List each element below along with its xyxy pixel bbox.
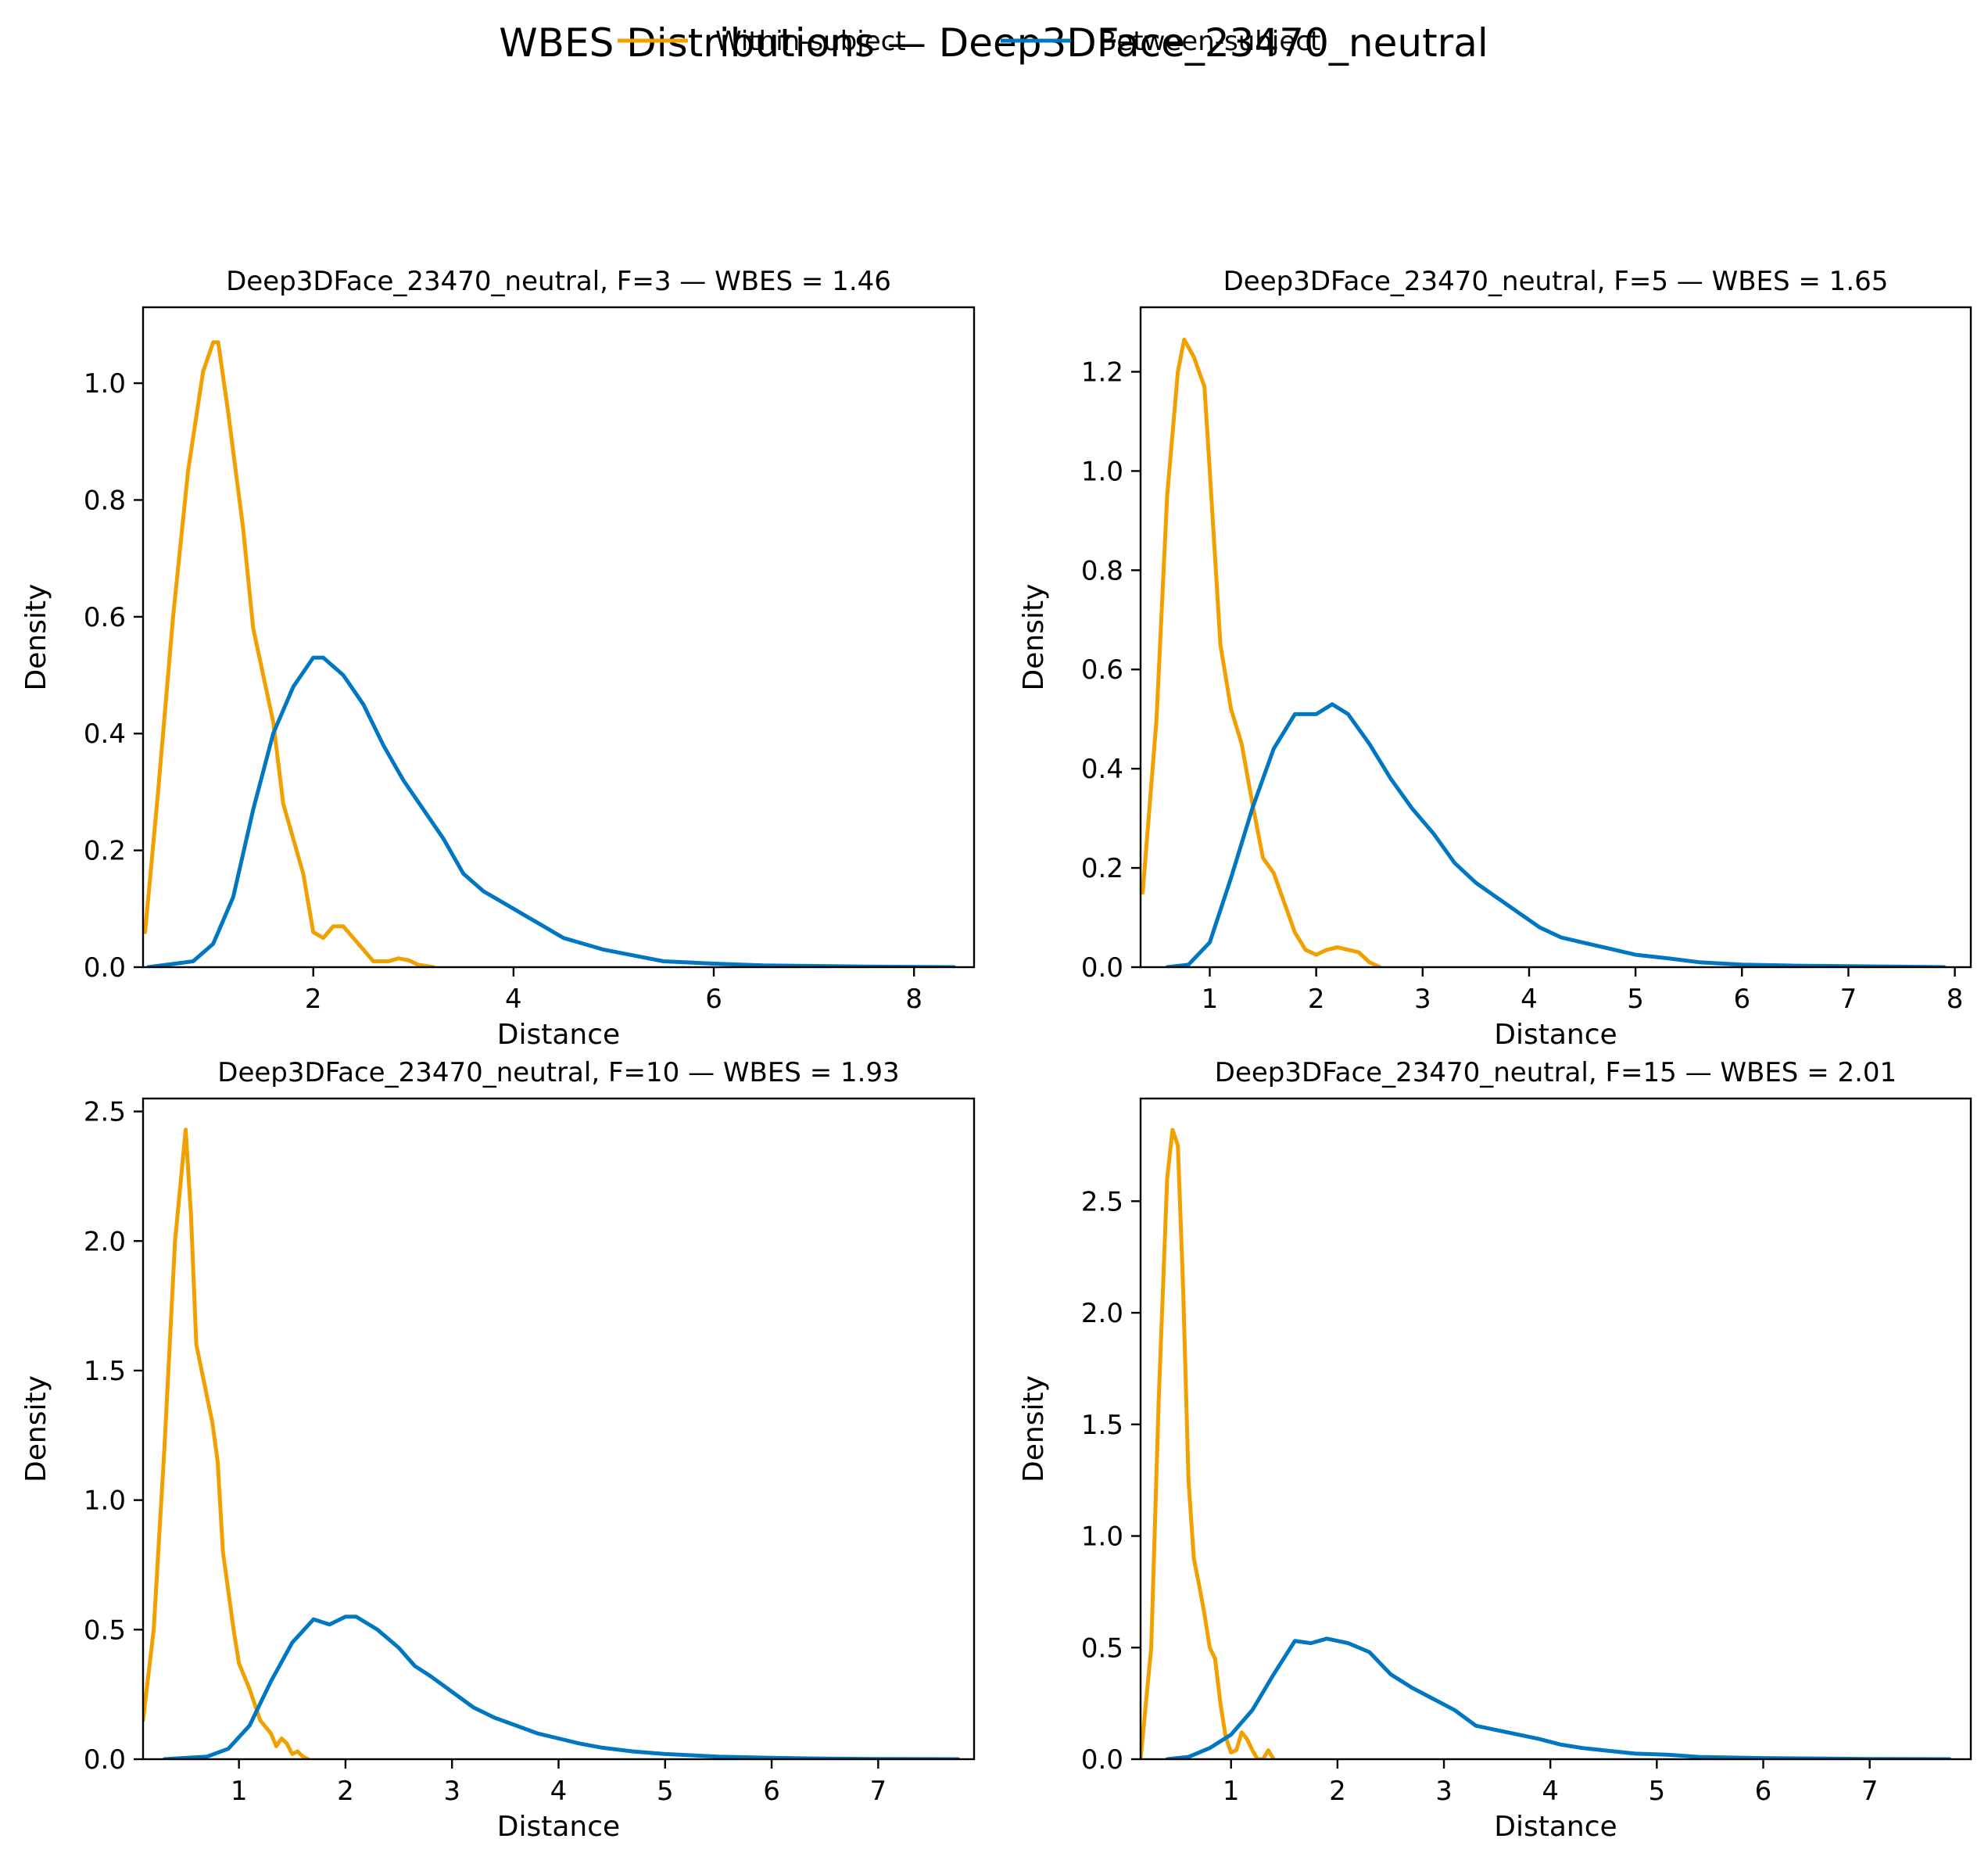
subplot-title: Deep3DFace_23470_neutral, F=3 — WBES = 1… [226,266,891,297]
x-tick-label: 8 [905,984,922,1015]
y-tick-label: 0.6 [84,602,126,633]
x-tick-label: 6 [705,984,722,1015]
series-line-between-subject [1165,702,1947,967]
y-tick-label: 1.5 [1081,1410,1123,1441]
y-tick-label: 1.0 [1081,456,1123,487]
y-tick-label: 1.0 [84,1486,126,1517]
y-tick-label: 2.0 [1081,1298,1123,1329]
series-line-between-subject [162,1615,961,1759]
x-tick-label: 8 [1947,984,1964,1015]
x-axis-label: Distance [1494,1019,1617,1051]
y-tick-label: 0.5 [1081,1633,1123,1664]
subplot-title: Deep3DFace_23470_neutral, F=15 — WBES = … [1215,1057,1897,1088]
y-axis-label: Density [1018,1375,1050,1482]
figure-title: WBES Distributions — Deep3DFace_23470_ne… [499,20,1488,66]
x-tick-label: 2 [1308,984,1325,1015]
y-tick-label: 0.0 [84,1744,126,1776]
x-tick-label: 5 [1649,1776,1666,1807]
plot-frame [1139,306,1972,969]
y-tick-label: 2.5 [84,1097,126,1128]
y-tick-label: 2.0 [84,1226,126,1257]
x-tick-label: 3 [1414,984,1431,1015]
y-tick-label: 0.2 [84,836,126,867]
legend-label-within: Within-subject [715,26,906,57]
x-tick-label: 4 [1521,984,1538,1015]
x-tick-label: 4 [1542,1776,1559,1807]
subplot-1: Deep3DFace_23470_neutral, F=3 — WBES = 1… [20,266,976,1051]
x-tick-label: 7 [1861,1776,1879,1807]
plot-frame [1139,1097,1972,1761]
x-tick-label: 4 [505,984,522,1015]
plot-frame [141,306,976,969]
x-tick-label: 7 [870,1776,887,1807]
x-tick-label: 3 [443,1776,460,1807]
y-tick-label: 0.0 [84,952,126,984]
y-axis-label: Density [1018,584,1050,691]
y-tick-label: 1.2 [1081,357,1123,388]
series-line-between-subject [145,655,956,967]
x-tick-label: 4 [550,1776,568,1807]
y-tick-label: 1.5 [84,1356,126,1387]
x-tick-label: 6 [1733,984,1750,1015]
y-axis-label: Density [20,1375,52,1482]
legend-label-between: Between-subject [1098,26,1320,57]
subplot-2: Deep3DFace_23470_neutral, F=5 — WBES = 1… [1018,266,1972,1051]
series-line-between-subject [1165,1636,1952,1759]
x-tick-label: 6 [1755,1776,1772,1807]
x-tick-label: 5 [1627,984,1644,1015]
series-line-within-subject [143,1127,310,1759]
subplot-3: Deep3DFace_23470_neutral, F=10 — WBES = … [20,1057,976,1843]
x-tick-label: 5 [657,1776,674,1807]
subplots: Deep3DFace_23470_neutral, F=3 — WBES = 1… [20,266,1972,1843]
y-tick-label: 0.0 [1081,952,1123,984]
x-tick-label: 6 [763,1776,780,1807]
plot-frame [141,1097,976,1761]
x-axis-label: Distance [1494,1811,1617,1843]
subplot-title: Deep3DFace_23470_neutral, F=5 — WBES = 1… [1223,266,1889,297]
x-axis-label: Distance [497,1019,620,1051]
y-tick-label: 0.4 [1081,754,1123,785]
y-tick-label: 1.0 [1081,1522,1123,1553]
y-tick-label: 0.5 [84,1615,126,1646]
x-tick-label: 1 [231,1776,248,1807]
y-tick-label: 0.6 [1081,654,1123,686]
y-tick-label: 2.5 [1081,1186,1123,1217]
series-line-within-subject [1141,1127,1276,1759]
y-axis-label: Density [20,584,52,691]
x-tick-label: 2 [305,984,322,1015]
subplot-4: Deep3DFace_23470_neutral, F=15 — WBES = … [1018,1057,1972,1843]
x-tick-label: 1 [1202,984,1219,1015]
y-tick-label: 0.4 [84,719,126,750]
x-tick-label: 2 [337,1776,354,1807]
subplot-title: Deep3DFace_23470_neutral, F=10 — WBES = … [217,1057,899,1088]
x-tick-label: 2 [1329,1776,1346,1807]
y-tick-label: 0.2 [1081,853,1123,884]
legend: Within-subject Between-subject [618,26,1320,57]
y-tick-label: 0.8 [84,485,126,516]
y-tick-label: 1.0 [84,368,126,400]
x-tick-label: 7 [1840,984,1857,1015]
y-tick-label: 0.0 [1081,1744,1123,1776]
x-tick-label: 1 [1223,1776,1240,1807]
series-line-within-subject [1141,337,1382,967]
y-tick-label: 0.8 [1081,555,1123,586]
series-line-within-subject [143,340,435,967]
x-tick-label: 3 [1435,1776,1452,1807]
x-axis-label: Distance [497,1811,620,1843]
